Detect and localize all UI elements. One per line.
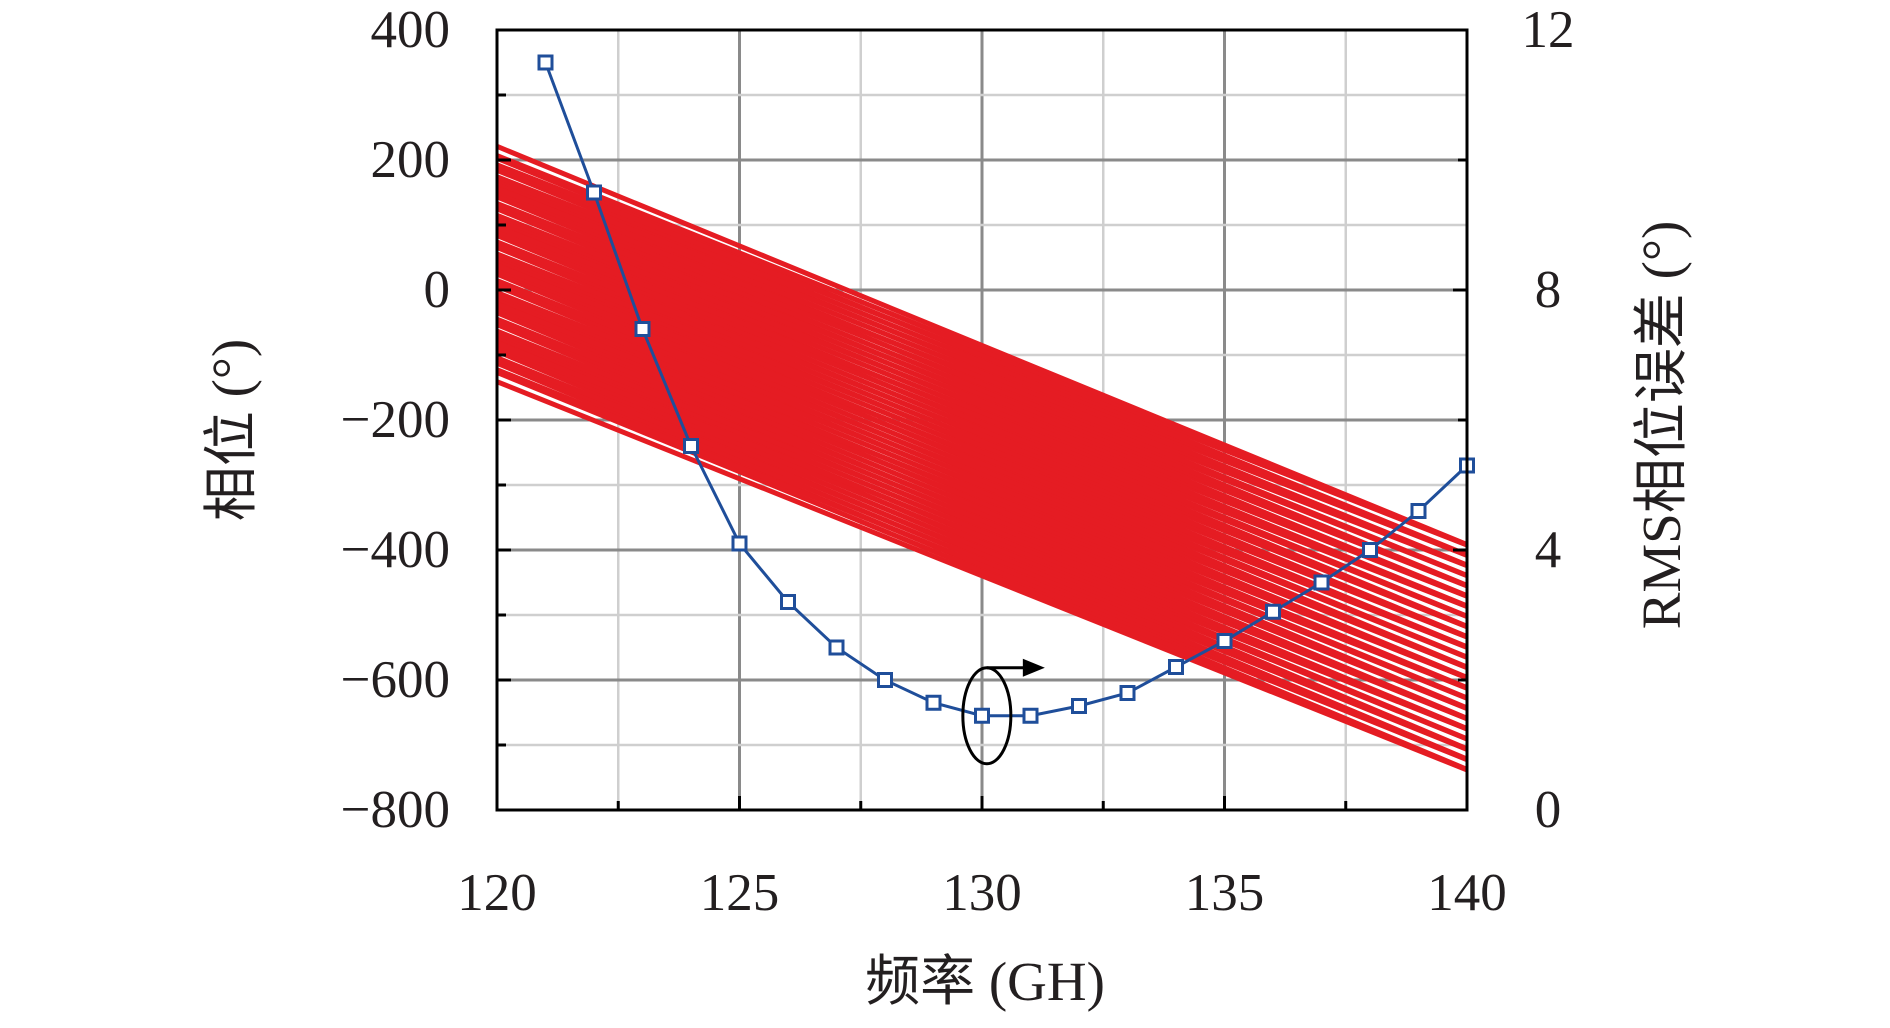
y-tick-label: −800: [341, 781, 450, 839]
y2-tick-label: 12: [1522, 1, 1575, 59]
y2-tick-label: 4: [1535, 521, 1562, 579]
x-tick-label: 120: [457, 864, 537, 922]
rms-point: [828, 639, 845, 656]
rms-point: [1119, 685, 1136, 701]
y2-tick-label: 8: [1535, 261, 1562, 319]
x-tick-label: 135: [1185, 864, 1265, 922]
axis-ticks: [495, 28, 1469, 812]
rms-series: [537, 54, 1475, 724]
y-tick-label: −200: [341, 391, 450, 449]
phase-series: [496, 144, 1468, 773]
rms-point: [683, 438, 699, 454]
rms-point: [1362, 542, 1378, 558]
y2-tick-label: 0: [1535, 781, 1562, 839]
rms-point: [1022, 707, 1039, 724]
rms-point: [925, 694, 942, 711]
rms-point: [731, 535, 748, 552]
y-tick-label: 400: [371, 1, 451, 59]
rms-point: [537, 54, 554, 71]
y-tick-label: −600: [341, 651, 450, 709]
rms-point: [1265, 603, 1281, 620]
y-axis-title: 相位 (°): [201, 339, 262, 521]
x-tick-label: 140: [1427, 864, 1507, 922]
rms-point: [877, 672, 893, 688]
y-tick-label: −400: [341, 521, 450, 579]
y-tick-label: 0: [424, 261, 451, 319]
rms-point: [634, 321, 651, 337]
rms-point: [974, 707, 990, 724]
rms-point: [1168, 659, 1184, 675]
y-tick-label: 200: [371, 131, 451, 189]
rms-point: [1410, 503, 1427, 519]
x-tick-label: 130: [942, 864, 1022, 922]
axis-indicator: [961, 658, 1045, 766]
phase-line: [496, 144, 1468, 547]
tick-labels: 120 125 130 135 1404002000−200−400−600−80012…: [341, 1, 1575, 922]
rms-point: [586, 184, 602, 201]
y2-axis-title: RMS相位误差 (°): [1631, 221, 1692, 630]
x-axis-title: 频率 (GH): [865, 951, 1105, 1012]
rms-point: [1071, 698, 1087, 714]
rms-point: [1216, 633, 1233, 649]
x-tick-label: 125: [700, 864, 780, 922]
rms-point: [780, 594, 796, 610]
rms-line: [544, 61, 1469, 718]
indicator-arrowhead: [1022, 658, 1045, 677]
rms-point: [1313, 574, 1330, 591]
